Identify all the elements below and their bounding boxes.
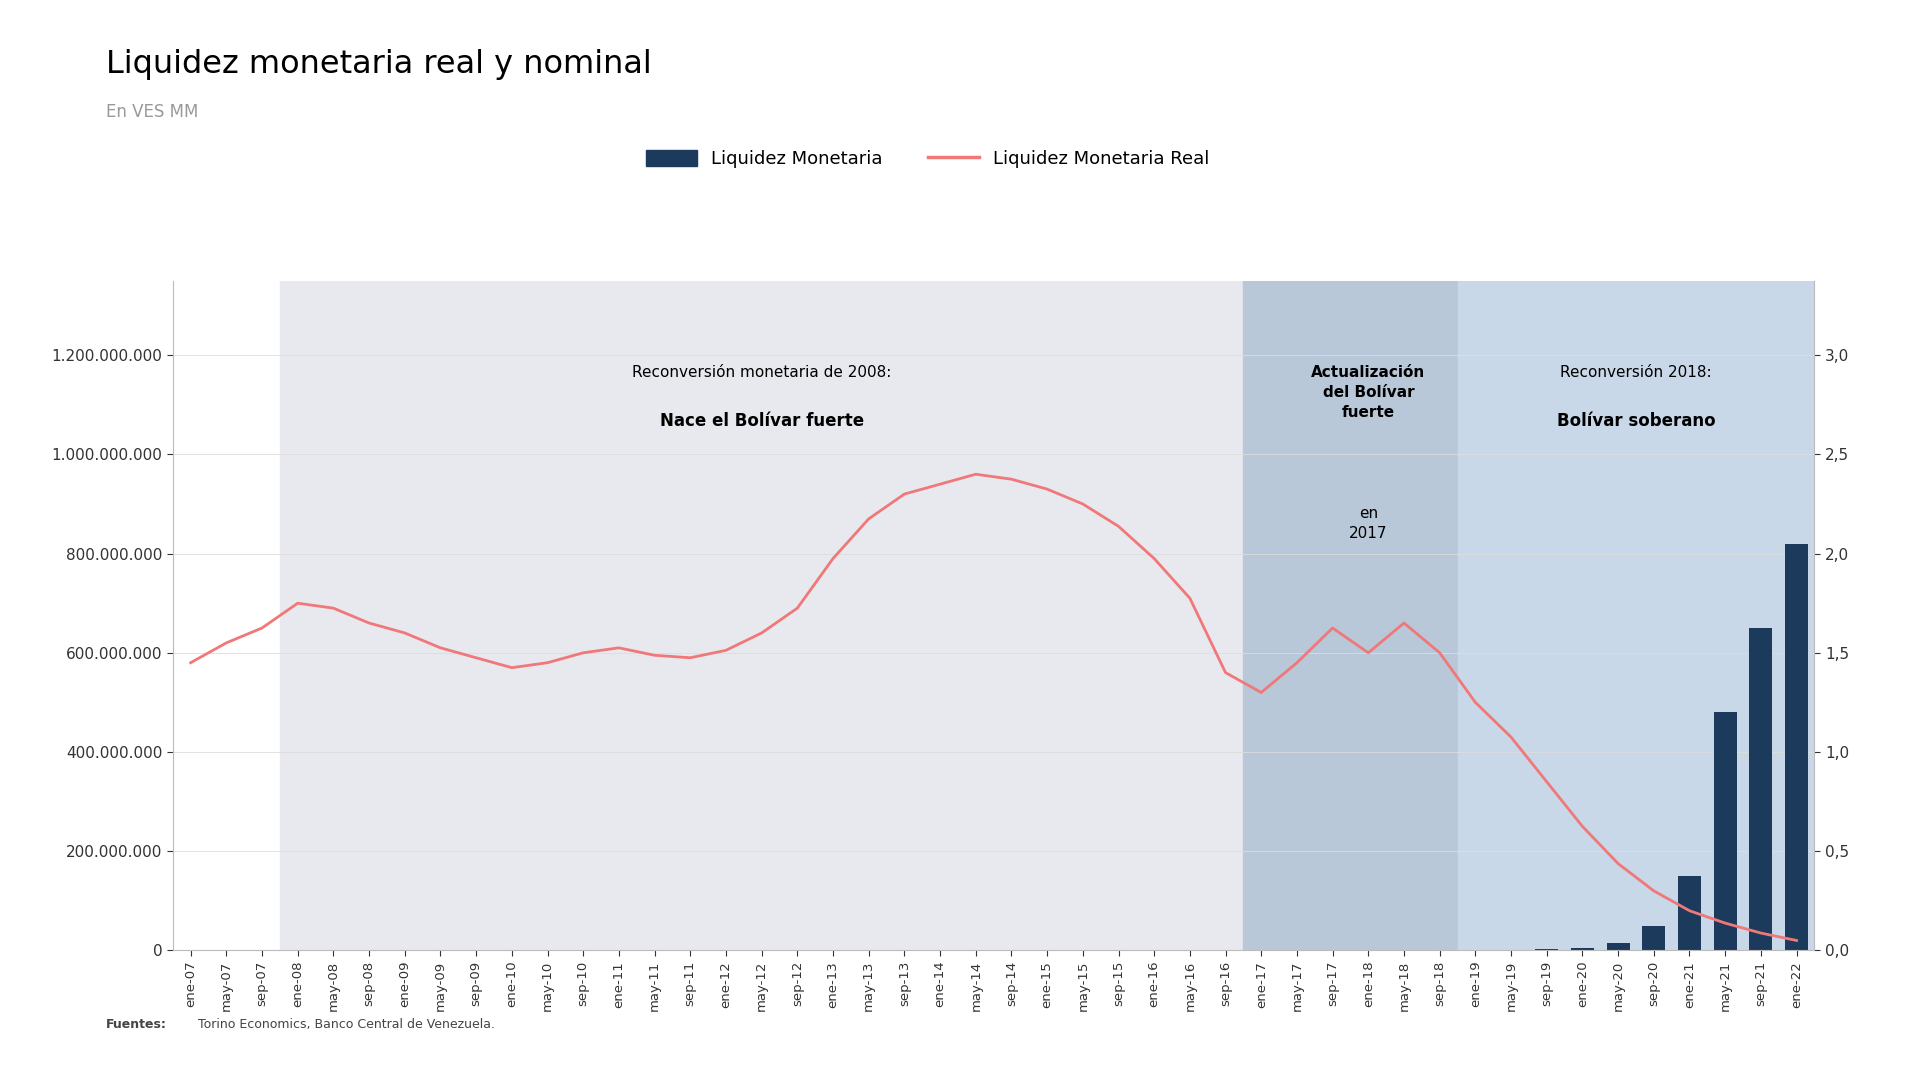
- Bar: [1642, 926, 1665, 950]
- Bar: [1457, 281, 1814, 950]
- Text: Bolívar soberano: Bolívar soberano: [1557, 413, 1715, 430]
- Bar: [1749, 627, 1772, 950]
- Bar: [1678, 876, 1701, 950]
- Legend: Liquidez Monetaria, Liquidez Monetaria Real: Liquidez Monetaria, Liquidez Monetaria R…: [639, 143, 1217, 175]
- Bar: [1713, 713, 1738, 950]
- Bar: [1571, 948, 1594, 950]
- Text: Reconversión monetaria de 2008:: Reconversión monetaria de 2008:: [632, 365, 891, 380]
- Text: Fuentes:: Fuentes:: [106, 1018, 167, 1031]
- Bar: [1607, 943, 1630, 950]
- Text: en
2017: en 2017: [1350, 507, 1388, 541]
- Text: Reconversión 2018:: Reconversión 2018:: [1561, 365, 1713, 380]
- Bar: [1786, 543, 1809, 950]
- Text: Nace el Bolívar fuerte: Nace el Bolívar fuerte: [660, 413, 864, 430]
- Bar: [1244, 281, 1457, 950]
- Text: En VES MM: En VES MM: [106, 103, 198, 121]
- Text: Torino Economics, Banco Central de Venezuela.: Torino Economics, Banco Central de Venez…: [194, 1018, 495, 1031]
- Text: Actualización
del Bolívar
fuerte: Actualización del Bolívar fuerte: [1311, 365, 1425, 420]
- Bar: [280, 281, 1244, 950]
- Text: Liquidez monetaria real y nominal: Liquidez monetaria real y nominal: [106, 49, 651, 80]
